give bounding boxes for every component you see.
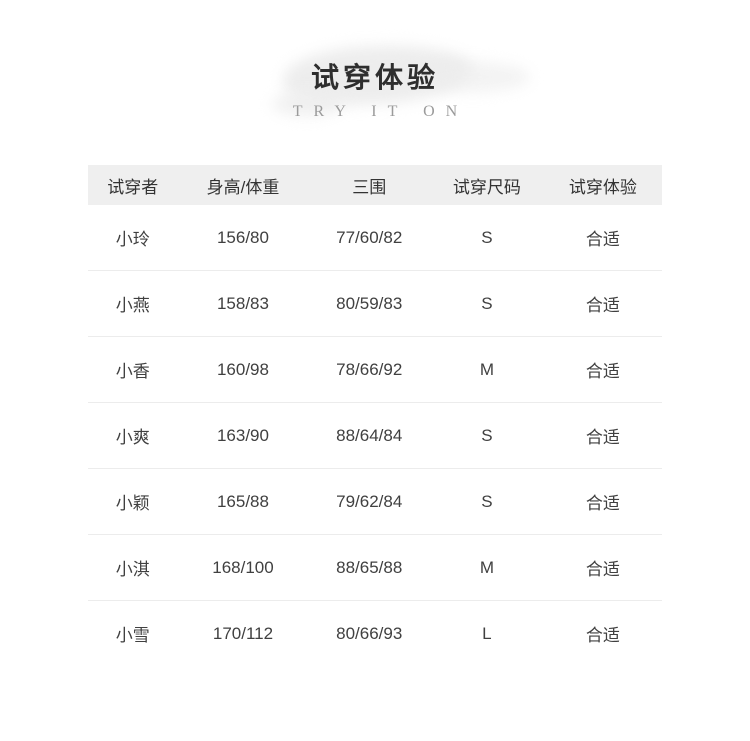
table-cell: 79/62/84 bbox=[336, 491, 403, 511]
table-cell: 88/64/84 bbox=[336, 425, 403, 445]
section-subtitle: TRY IT ON bbox=[292, 103, 469, 120]
table-cell: 158/83 bbox=[216, 293, 269, 313]
table-cell: 77/60/82 bbox=[336, 227, 403, 247]
table-cell: 168/100 bbox=[212, 557, 274, 577]
table-cell: 163/90 bbox=[216, 425, 269, 445]
table-row: 小燕 158/83 80/59/83 S 合适 bbox=[88, 271, 662, 337]
table-cell: S bbox=[481, 425, 493, 445]
table-cell: 小雪 bbox=[115, 626, 150, 645]
table-cell: 合适 bbox=[585, 560, 620, 579]
table-cell: 小香 bbox=[115, 362, 150, 381]
brush-stroke-tail bbox=[272, 92, 342, 116]
table-cell: 156/80 bbox=[216, 227, 269, 247]
table-cell: 合适 bbox=[585, 362, 620, 381]
table-row: 小香 160/98 78/66/92 M 合适 bbox=[88, 337, 662, 403]
table-row: 小雪 170/112 80/66/93 L 合适 bbox=[88, 601, 662, 666]
table-row: 小淇 168/100 88/65/88 M 合适 bbox=[88, 535, 662, 601]
column-header: 三围 bbox=[352, 177, 387, 197]
table-cell: 小爽 bbox=[115, 428, 150, 447]
table-cell: M bbox=[479, 557, 494, 577]
table-cell: 80/59/83 bbox=[336, 293, 403, 313]
column-header: 试穿者 bbox=[107, 177, 159, 197]
table-cell: 170/112 bbox=[212, 623, 274, 643]
table-cell: L bbox=[482, 623, 492, 643]
table-cell: 80/66/93 bbox=[336, 623, 403, 643]
table-cell: 88/65/88 bbox=[336, 557, 403, 577]
table-row: 小玲 156/80 77/60/82 S 合适 bbox=[88, 205, 662, 271]
table-cell: 小玲 bbox=[115, 230, 150, 249]
section-title: 试穿体验 bbox=[310, 63, 439, 94]
table-body: 小玲 156/80 77/60/82 S 合适 小燕 158/83 80/59/83 S 合适 小香… bbox=[88, 205, 662, 666]
table-cell: 合适 bbox=[585, 494, 620, 513]
brush-stroke-wisp bbox=[415, 62, 530, 92]
table-cell: 小淇 bbox=[115, 560, 150, 579]
table-cell: 165/88 bbox=[216, 491, 269, 511]
try-on-table: 试穿者 身高/体重 三围 试穿尺码 试穿体验 小玲 156/80 77/60/82 S 合适 小燕… bbox=[88, 165, 662, 666]
table-cell: 合适 bbox=[585, 230, 620, 249]
table-cell: 78/66/92 bbox=[336, 359, 403, 379]
section-header: 试穿体验 TRY IT ON bbox=[0, 0, 750, 140]
table-header-row: 试穿者 身高/体重 三围 试穿尺码 试穿体验 bbox=[88, 165, 662, 205]
table-cell: 小燕 bbox=[115, 296, 150, 315]
table-cell: S bbox=[481, 227, 493, 247]
table-cell: 合适 bbox=[585, 428, 620, 447]
table-cell: 合适 bbox=[585, 626, 620, 645]
table-cell: S bbox=[481, 293, 493, 313]
column-header: 试穿尺码 bbox=[452, 177, 521, 197]
table-cell: S bbox=[481, 491, 493, 511]
table-cell: 合适 bbox=[585, 296, 620, 315]
column-header: 试穿体验 bbox=[568, 177, 637, 197]
table-cell: 小颖 bbox=[115, 494, 150, 513]
table-row: 小爽 163/90 88/64/84 S 合适 bbox=[88, 403, 662, 469]
table-row: 小颖 165/88 79/62/84 S 合适 bbox=[88, 469, 662, 535]
table-cell: 160/98 bbox=[216, 359, 269, 379]
table-cell: M bbox=[479, 359, 494, 379]
column-header: 身高/体重 bbox=[206, 177, 280, 197]
